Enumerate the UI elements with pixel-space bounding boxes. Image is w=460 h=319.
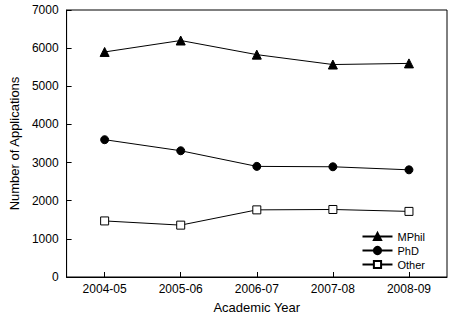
svg-text:6000: 6000 (32, 41, 59, 55)
svg-text:4000: 4000 (32, 117, 59, 131)
svg-text:2006-07: 2006-07 (235, 282, 279, 296)
svg-text:1000: 1000 (32, 232, 59, 246)
svg-text:2007-08: 2007-08 (311, 282, 355, 296)
svg-text:MPhil: MPhil (397, 231, 425, 243)
svg-text:2005-06: 2005-06 (159, 282, 203, 296)
svg-text:2004-05: 2004-05 (83, 282, 127, 296)
svg-text:Academic Year: Academic Year (213, 300, 300, 315)
svg-text:2000: 2000 (32, 194, 59, 208)
svg-text:0: 0 (52, 270, 59, 284)
svg-text:PhD: PhD (397, 245, 418, 257)
svg-text:5000: 5000 (32, 79, 59, 93)
svg-text:3000: 3000 (32, 156, 59, 170)
svg-text:Other: Other (397, 259, 425, 271)
svg-text:7000: 7000 (32, 3, 59, 17)
svg-text:Number of Applications: Number of Applications (7, 76, 22, 210)
svg-text:2008-09: 2008-09 (387, 282, 431, 296)
